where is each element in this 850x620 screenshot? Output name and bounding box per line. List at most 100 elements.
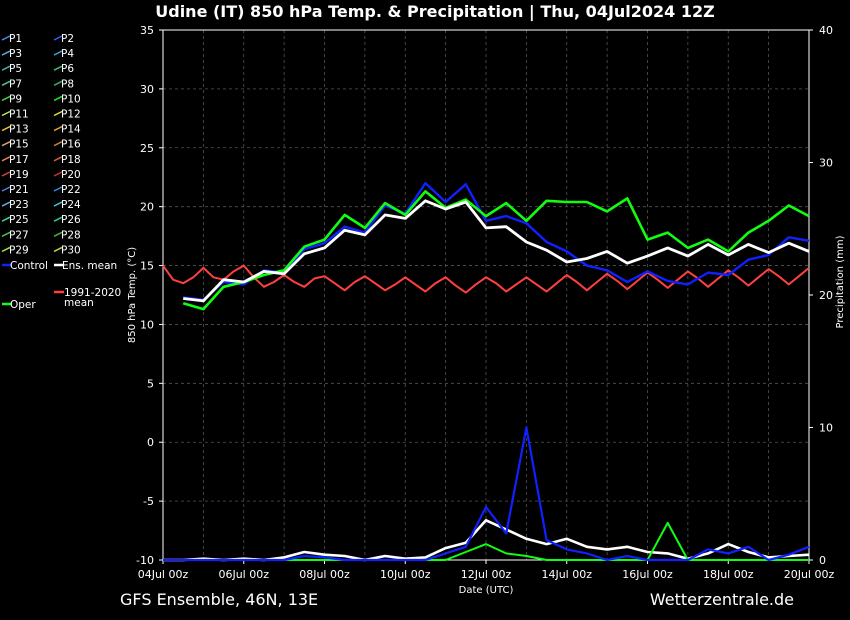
legend-entry: P26	[53, 214, 81, 226]
y-left-tick-label: 15	[140, 260, 154, 273]
y-left-tick-label: 30	[140, 83, 154, 96]
legend-label: P19	[9, 169, 29, 181]
y-right-tick-label: 20	[819, 289, 833, 302]
x-tick-label: 20Jul 00z	[784, 568, 835, 581]
legend-swatch	[1, 171, 11, 177]
legend-entry: P5	[1, 63, 22, 75]
legend-label: P28	[61, 229, 81, 241]
y-right-tick-label: 0	[819, 554, 826, 567]
legend-entry: P21	[1, 184, 29, 196]
legend-entry: P11	[1, 109, 29, 121]
x-tick-label: 08Jul 00z	[299, 568, 350, 581]
legend-entry: P18	[53, 154, 81, 166]
legend-entry: P24	[53, 199, 81, 211]
legend-entry: P22	[53, 184, 81, 196]
legend-swatch	[1, 65, 11, 71]
legend-label: P2	[61, 33, 74, 45]
x-axis-ticks: 04Jul 00z 06Jul 00z 08Jul 00z 10Jul 00z 12Ju…	[138, 560, 835, 581]
legend-entry: P20	[53, 169, 81, 181]
legend-entry: P30	[53, 244, 81, 256]
legend-entry: Oper	[2, 299, 36, 311]
legend-label: P8	[61, 78, 74, 90]
legend-label: P22	[61, 184, 81, 196]
legend-swatch	[53, 246, 63, 253]
legend-entry: P8	[53, 78, 74, 90]
legend-label: Oper	[10, 299, 36, 311]
y-left-tick-label: 20	[140, 201, 154, 214]
x-tick-label: 10Jul 00z	[380, 568, 431, 581]
legend-entry: P7	[1, 78, 22, 90]
y-left-tick-label: -5	[143, 495, 154, 508]
legend-label: mean	[64, 297, 94, 309]
y-axis-left-label: 850 hPa Temp. (°C)	[127, 247, 138, 343]
chart-title: Udine (IT) 850 hPa Temp. & Precipitation…	[155, 2, 715, 22]
legend-entry: P2	[53, 33, 74, 45]
legend-swatch	[1, 231, 11, 237]
legend-label: P16	[61, 139, 81, 151]
legend-label: P9	[9, 93, 22, 105]
legend-swatch	[53, 65, 63, 71]
legend-swatch	[1, 80, 11, 86]
legend-swatch	[1, 246, 11, 253]
legend-label: Ens. mean	[62, 260, 117, 272]
legend-label: P5	[9, 63, 22, 75]
y-left-tick-label: 5	[147, 377, 154, 390]
legend-entry: P1	[1, 33, 22, 45]
legend-label: P13	[9, 124, 29, 136]
legend-label: P29	[9, 244, 29, 256]
series-line-ens-mean	[183, 199, 810, 303]
legend-swatch	[1, 156, 11, 162]
legend-entry: P29	[1, 244, 29, 256]
legend-swatch	[1, 141, 11, 147]
legend-entry: Control	[2, 260, 48, 272]
legend-label: P18	[61, 154, 81, 166]
legend-swatch	[53, 171, 63, 177]
legend-swatch	[53, 201, 63, 207]
legend-label: P21	[9, 184, 29, 196]
x-tick-label: 18Jul 00z	[703, 568, 754, 581]
legend-swatch	[53, 95, 63, 102]
x-tick-label: 16Jul 00z	[622, 568, 673, 581]
legend-entry: P16	[53, 139, 81, 151]
x-axis-label: Date (UTC)	[459, 585, 514, 596]
legend-entry: P27	[1, 229, 29, 241]
y-right-tick-label: 40	[819, 24, 833, 37]
legend-label: P27	[9, 229, 29, 241]
y-axis-right-label: Precipitation (mm)	[835, 235, 846, 328]
legend-label: P1	[9, 33, 22, 45]
series-layer	[162, 181, 810, 562]
legend-swatch	[53, 231, 63, 237]
y-axis-left-ticks: -10 -5 0 5 10 15 20 25 30 35	[136, 24, 163, 567]
legend-label: P14	[61, 124, 81, 136]
legend-label: P7	[9, 78, 22, 90]
legend-entry: P3	[1, 48, 22, 60]
x-tick-label: 12Jul 00z	[461, 568, 512, 581]
legend-label: P12	[61, 109, 81, 121]
legend-label: P17	[9, 154, 29, 166]
x-tick-label: 14Jul 00z	[541, 568, 592, 581]
x-tick-label: 06Jul 00z	[218, 568, 269, 581]
y-left-tick-label: 0	[147, 436, 154, 449]
legend-swatch	[1, 110, 11, 117]
legend-swatch	[1, 125, 11, 132]
legend-entry: P13	[1, 124, 29, 136]
legend-swatch	[53, 186, 63, 192]
y-right-tick-label: 10	[819, 422, 833, 435]
legend-entry: P25	[1, 214, 29, 226]
legend-label: P11	[9, 109, 29, 121]
legend-label: Control	[10, 260, 48, 272]
legend-swatch	[1, 50, 11, 56]
legend-swatch	[53, 141, 63, 147]
legend-entry: Ens. mean	[54, 260, 117, 272]
legend-swatch	[53, 110, 63, 117]
legend-swatch	[1, 35, 11, 41]
series-line-1991-2020-mean	[162, 264, 810, 294]
y-left-tick-label: 35	[140, 24, 154, 37]
legend-entry: P17	[1, 154, 29, 166]
legend: P1 P2 P3 P4 P5 P6 P7 P8 P9 P10 P11 P12 P13 P14 P15 P16 P…	[1, 33, 121, 311]
legend-label: P25	[9, 214, 29, 226]
legend-label: P4	[61, 48, 74, 60]
legend-label: P15	[9, 139, 29, 151]
legend-swatch	[1, 216, 11, 222]
series-line-oper	[182, 190, 810, 311]
